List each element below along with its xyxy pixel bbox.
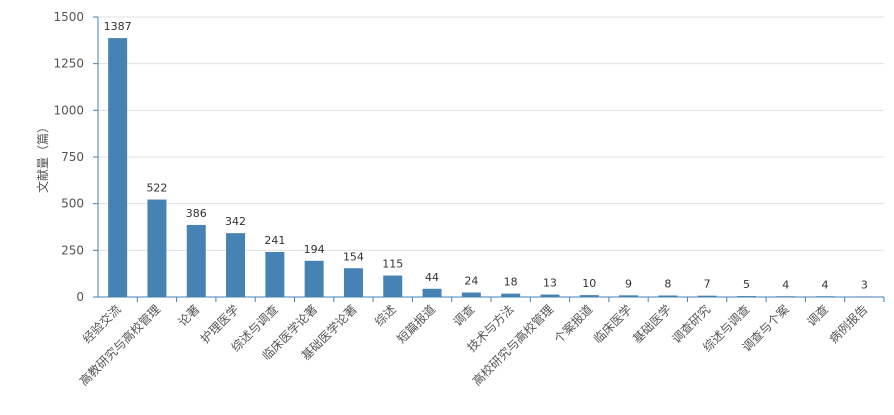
bar-value-label: 24 xyxy=(464,275,478,288)
bar-series xyxy=(108,38,874,298)
x-tick-label: 基础医学 xyxy=(629,302,674,347)
bar[interactable] xyxy=(540,294,560,297)
bar-value-label: 5 xyxy=(743,278,750,291)
bar[interactable] xyxy=(265,252,285,297)
bar-value-label: 522 xyxy=(146,182,167,195)
bar-value-label: 13 xyxy=(543,277,557,290)
bar-value-label: 10 xyxy=(582,277,596,290)
y-tick-label: 500 xyxy=(61,197,84,211)
y-tick-label: 1250 xyxy=(53,57,84,71)
bar[interactable] xyxy=(619,295,639,297)
bar[interactable] xyxy=(147,199,167,297)
bar-value-label: 342 xyxy=(225,215,246,228)
bar-value-label: 3 xyxy=(861,278,868,291)
bar-value-label: 154 xyxy=(343,250,364,263)
x-tick-label: 个案报道 xyxy=(551,302,596,347)
bar[interactable] xyxy=(501,293,521,297)
y-tick-label: 1500 xyxy=(53,10,84,24)
bar-value-label: 8 xyxy=(664,278,671,291)
bar-value-label: 9 xyxy=(625,277,632,290)
bar[interactable] xyxy=(579,295,599,297)
bar-value-label: 7 xyxy=(704,278,711,291)
bar[interactable] xyxy=(108,38,128,298)
bar-value-label: 115 xyxy=(382,258,403,271)
x-tick-label: 临床医学 xyxy=(590,302,635,347)
x-tick-label: 论著 xyxy=(175,302,202,329)
x-tick-label: 综述 xyxy=(372,302,399,329)
y-tick-label: 1000 xyxy=(53,103,84,117)
bar-value-label: 1387 xyxy=(104,20,132,33)
bar[interactable] xyxy=(226,233,246,297)
bar-value-label: 194 xyxy=(304,243,325,256)
bar[interactable] xyxy=(658,295,678,297)
bar-value-label: 18 xyxy=(504,276,518,289)
bar[interactable] xyxy=(697,295,717,297)
x-tick-label: 调查 xyxy=(804,302,831,329)
y-tick-label: 250 xyxy=(61,243,84,257)
y-axis-title: 文献量（篇） xyxy=(35,121,50,193)
bar-value-label: 241 xyxy=(264,234,285,247)
x-tick-label: 短篇报道 xyxy=(394,302,439,347)
grid-lines xyxy=(98,16,884,251)
y-tick-label: 0 xyxy=(76,290,84,304)
x-tick-label: 病例报告 xyxy=(826,302,871,347)
bar-value-label: 386 xyxy=(186,207,207,220)
bar[interactable] xyxy=(461,292,481,297)
bar-value-label: 4 xyxy=(782,278,789,291)
bar[interactable] xyxy=(186,224,206,297)
bar-value-label: 44 xyxy=(425,271,439,284)
x-tick-label: 调查 xyxy=(451,302,478,329)
bar[interactable] xyxy=(304,260,324,297)
bar[interactable] xyxy=(422,288,442,297)
y-tick-label: 750 xyxy=(61,150,84,164)
bar[interactable] xyxy=(343,268,363,297)
bar[interactable] xyxy=(383,275,403,297)
bar-value-label: 4 xyxy=(822,278,829,291)
